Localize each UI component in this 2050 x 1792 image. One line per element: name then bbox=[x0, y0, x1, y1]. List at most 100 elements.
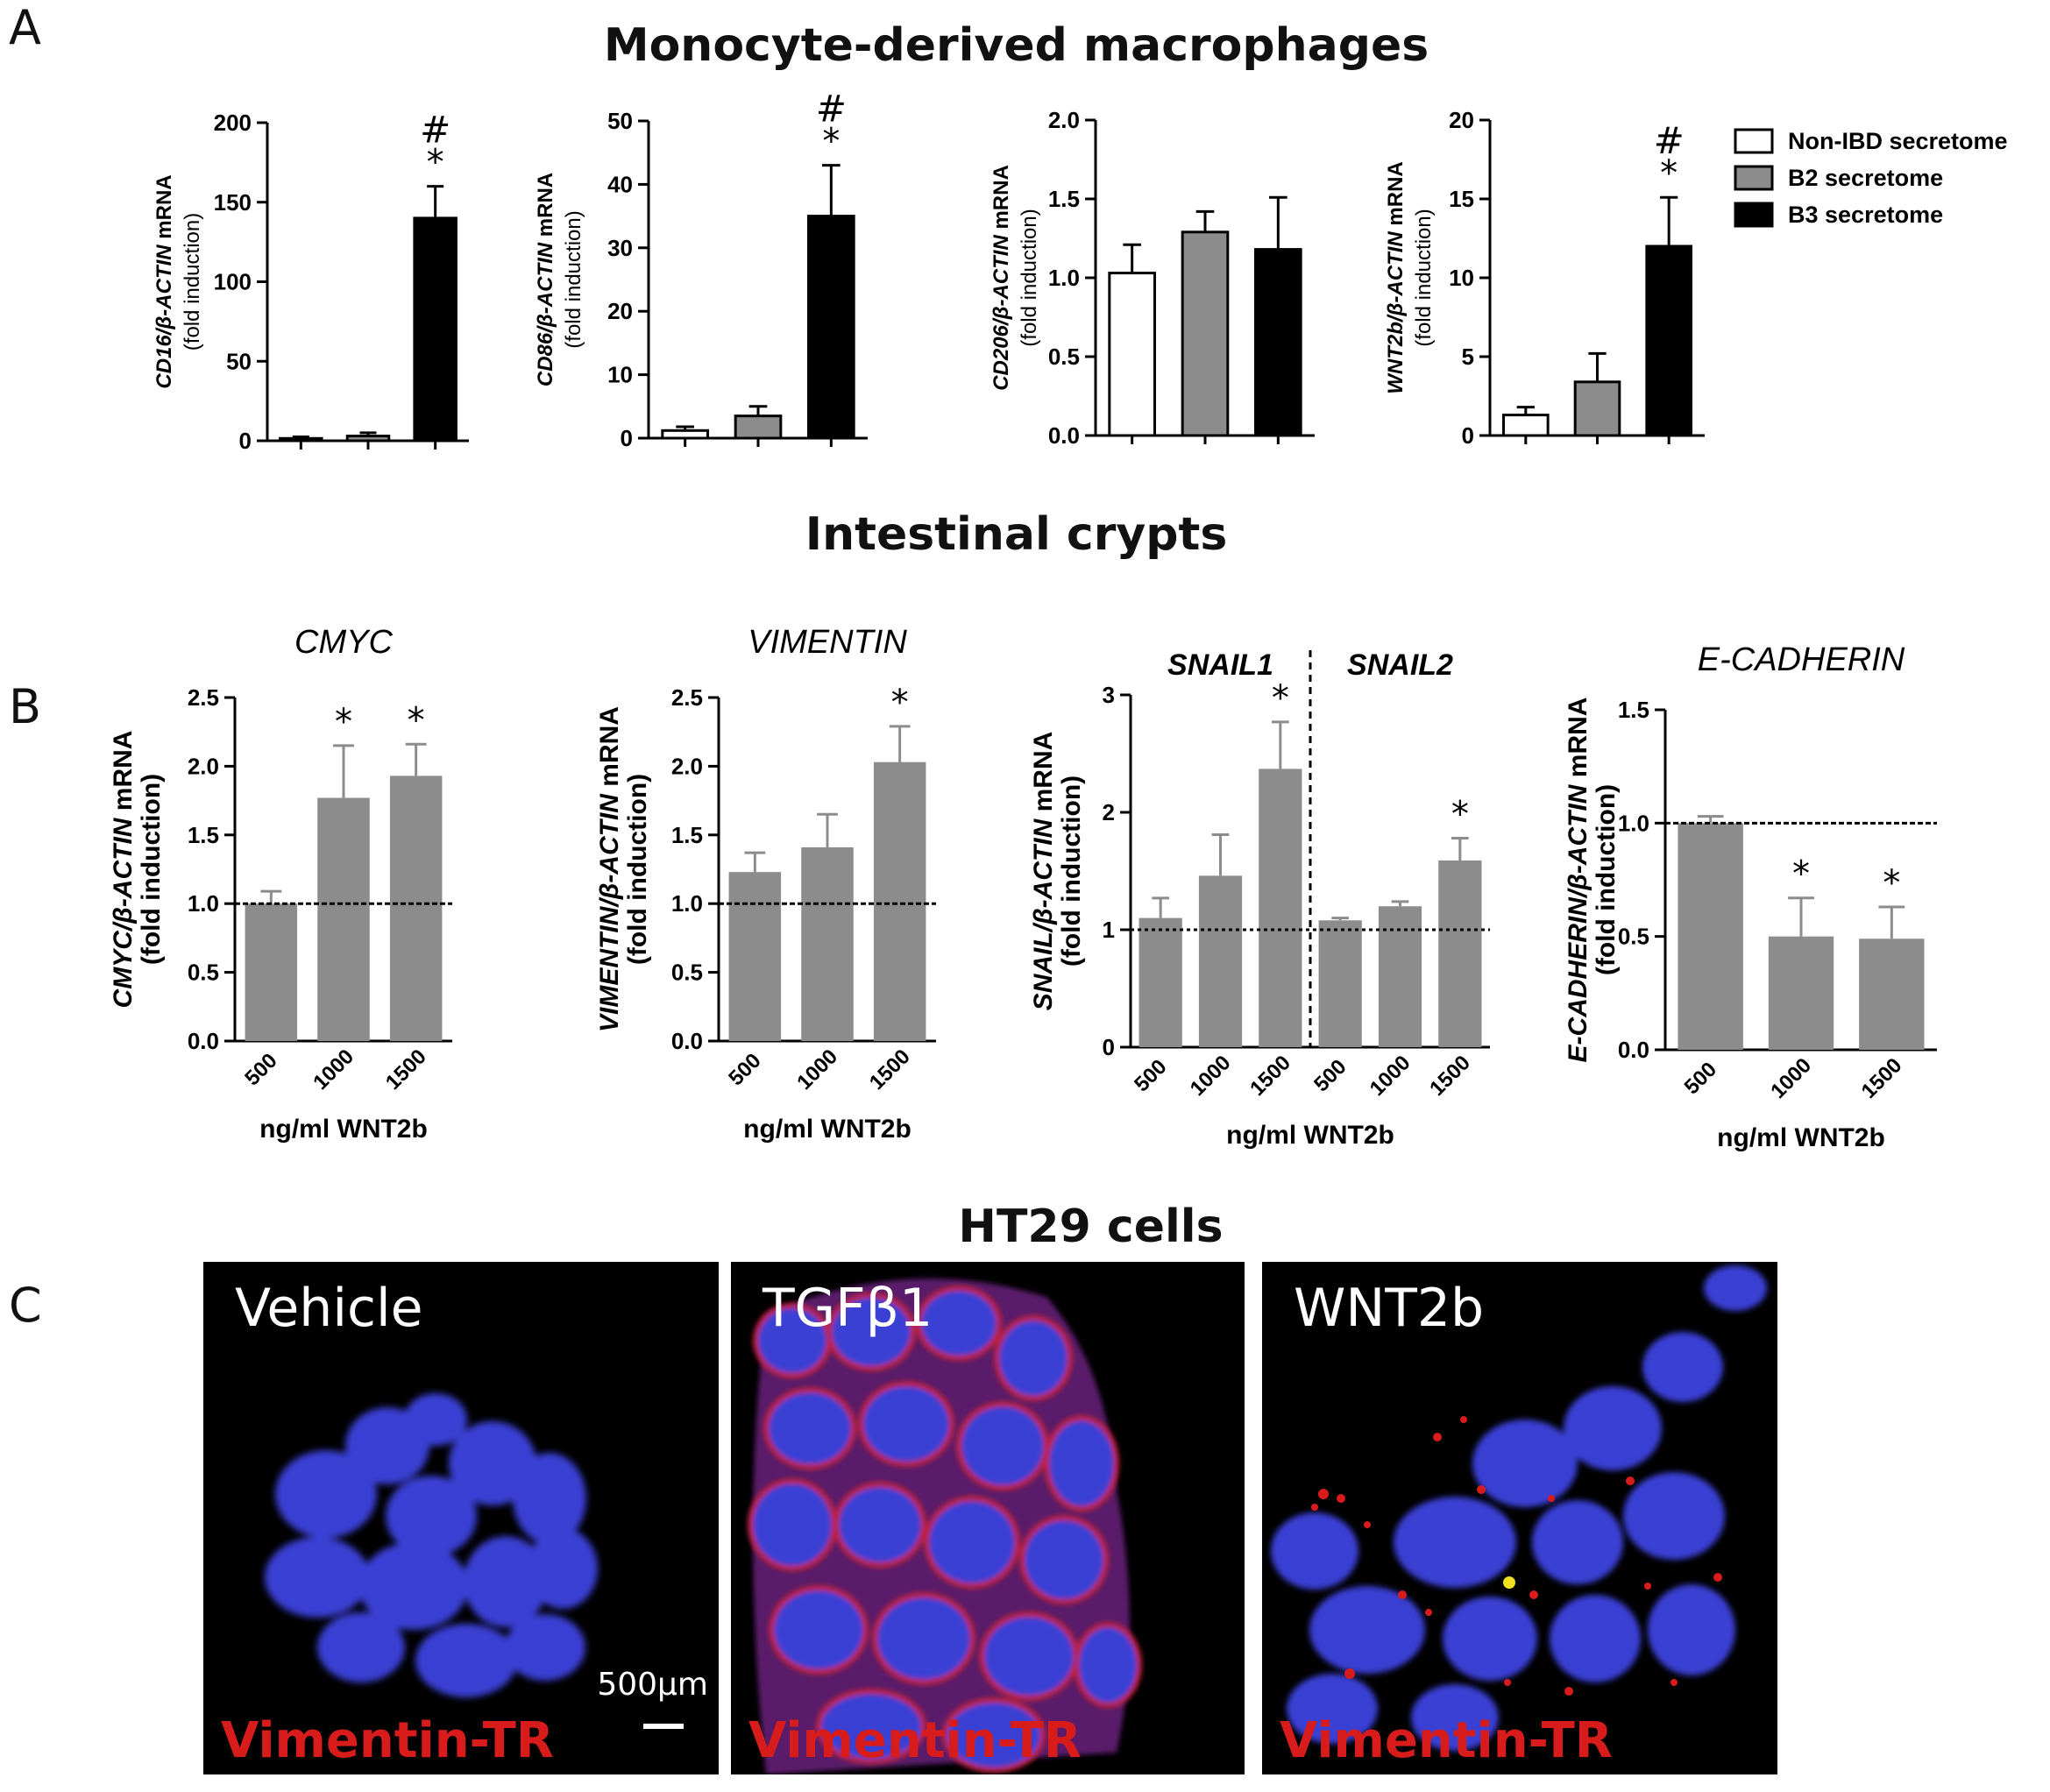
y-tick-label: 1.0 bbox=[188, 890, 219, 917]
chart-wnt2b: 0 5 10 15 20 WNT2b/β-ACTIN mRNA(fold inductio… bbox=[1384, 107, 1705, 449]
bar bbox=[1573, 380, 1621, 437]
x-tick-label: 1500 bbox=[865, 1045, 915, 1094]
significance-hash: # bbox=[420, 109, 450, 152]
chart-ecadherin: 0.0 0.5 1.0 1.5 E-CADHERIN/β-ACTIN mRNA(fold… bbox=[1564, 641, 1937, 1152]
y-tick-label: 20 bbox=[607, 298, 633, 324]
y-axis-label-line2: (fold induction) bbox=[137, 774, 166, 965]
y-axis-label-unit: mRNA bbox=[1384, 161, 1408, 231]
chart-title: E-CADHERIN bbox=[1698, 641, 1905, 678]
y-axis-label-gene: WNT2b/β-ACTIN bbox=[1384, 231, 1408, 394]
y-axis-label-line2: (fold induction) bbox=[1412, 209, 1436, 346]
x-tick-label: 500 bbox=[1309, 1055, 1351, 1096]
y-tick-label: 0 bbox=[239, 428, 252, 454]
x-tick-label: 500 bbox=[724, 1049, 765, 1090]
stain-label-wnt2b: Vimentin-TR bbox=[1280, 1712, 1613, 1769]
micrograph-title-wnt2b: WNT2b bbox=[1294, 1278, 1485, 1339]
bar bbox=[1108, 272, 1157, 437]
y-axis-label: CD206/β-ACTIN mRNA bbox=[990, 165, 1013, 391]
y-axis-label-unit: mRNA bbox=[1029, 732, 1058, 819]
y-axis-label: CD86/β-ACTIN mRNA bbox=[534, 173, 557, 386]
bar bbox=[873, 761, 926, 1041]
y-tick-label: 0.5 bbox=[188, 960, 219, 986]
y-tick-label: 1.5 bbox=[1618, 697, 1649, 723]
y-axis-label: VIMENTIN/β-ACTIN mRNA bbox=[595, 706, 624, 1032]
chart-title: CMYC bbox=[294, 624, 393, 661]
x-tick-label: 1500 bbox=[1425, 1051, 1475, 1101]
y-tick-label: 200 bbox=[214, 110, 252, 136]
chart-cmyc: 0.0 0.5 1.0 1.5 2.0 2.5 CMYC/β-ACTIN mRNA (fold… bbox=[109, 624, 452, 1144]
significance-star: * bbox=[1883, 863, 1900, 903]
y-axis-label-gene: CD206/β-ACTIN bbox=[990, 235, 1013, 391]
y-tick-label: 20 bbox=[1449, 107, 1474, 133]
y-tick-label: 1.5 bbox=[671, 822, 703, 848]
bar bbox=[345, 435, 391, 443]
significance-star: * bbox=[822, 122, 840, 162]
x-tick-label: 500 bbox=[1680, 1058, 1721, 1099]
significance-star: * bbox=[408, 700, 425, 740]
legend-swatch bbox=[1734, 202, 1774, 228]
bar bbox=[1645, 244, 1692, 437]
bar bbox=[734, 414, 783, 440]
y-axis-label-unit: mRNA bbox=[1564, 698, 1592, 785]
bar bbox=[801, 846, 854, 1041]
y-axis-label-line2: (fold induction) bbox=[623, 774, 652, 965]
y-tick-label: 3 bbox=[1103, 682, 1115, 708]
y-tick-label: 50 bbox=[607, 108, 633, 134]
y-tick-label: 0 bbox=[621, 425, 633, 451]
micrograph-tgfb1: TGFβ1 Vimentin-TR bbox=[731, 1262, 1245, 1774]
bar bbox=[1502, 414, 1550, 437]
y-tick-label: 10 bbox=[1449, 265, 1474, 291]
y-tick-label: 1.0 bbox=[1048, 265, 1080, 291]
significance-hash: # bbox=[816, 88, 847, 131]
x-tick-label: 500 bbox=[1130, 1055, 1171, 1096]
legend-label: B2 secretome bbox=[1788, 165, 1943, 191]
y-tick-label: 100 bbox=[214, 269, 252, 295]
y-tick-label: 0.0 bbox=[1048, 422, 1080, 449]
wnt2b-cells-image bbox=[1271, 1265, 1767, 1751]
significance-star: * bbox=[891, 683, 909, 723]
y-axis-label-gene: VIMENTIN/β-ACTIN bbox=[595, 793, 624, 1032]
y-tick-label: 2.5 bbox=[188, 684, 219, 711]
x-tick-label: 1000 bbox=[1365, 1051, 1415, 1101]
bar bbox=[1378, 906, 1422, 1047]
y-axis-label: E-CADHERIN/β-ACTIN mRNA bbox=[1564, 698, 1592, 1063]
bar bbox=[1259, 769, 1302, 1047]
y-tick-label: 1.0 bbox=[1618, 810, 1649, 836]
x-tick-label: 1000 bbox=[792, 1045, 842, 1094]
section-title-crypts: Intestinal crypts bbox=[805, 508, 1228, 561]
y-axis-label-line2: (fold induction) bbox=[562, 210, 585, 348]
significance-star: * bbox=[1792, 854, 1810, 895]
y-axis-label-gene: SNAIL/β-ACTIN bbox=[1029, 818, 1058, 1010]
y-tick-label: 0.0 bbox=[671, 1028, 703, 1054]
legend-swatch bbox=[1734, 165, 1774, 191]
section-title-ht29: HT29 cells bbox=[958, 1201, 1224, 1253]
y-tick-label: 2 bbox=[1103, 799, 1115, 825]
y-axis-label: WNT2b/β-ACTIN mRNA bbox=[1384, 161, 1408, 394]
significance-star: * bbox=[335, 702, 352, 742]
bar bbox=[1254, 248, 1302, 437]
y-tick-label: 2.5 bbox=[671, 684, 703, 711]
y-axis-label-unit: mRNA bbox=[595, 706, 624, 794]
y-tick-label: 0.5 bbox=[1618, 924, 1649, 950]
y-tick-label: 1.5 bbox=[1048, 186, 1080, 212]
y-tick-label: 2.0 bbox=[671, 753, 703, 779]
chart-cd86: 0 10 20 30 40 50 CD86/β-ACTIN mRNA(fold induct… bbox=[534, 88, 868, 451]
y-axis-label-unit: mRNA bbox=[109, 731, 138, 818]
vehicle-cells-image bbox=[265, 1393, 598, 1697]
significance-star: * bbox=[1451, 794, 1469, 834]
x-tick-label: 1000 bbox=[1186, 1051, 1236, 1101]
y-axis-label-unit: mRNA bbox=[534, 173, 557, 243]
bar bbox=[1438, 860, 1482, 1047]
y-tick-label: 30 bbox=[607, 235, 633, 261]
legend-label: Non-IBD secretome bbox=[1788, 128, 2008, 154]
group-title: SNAIL2 bbox=[1347, 648, 1453, 682]
chart-cd16: 0 50 100 150 200 CD16/β-ACTIN mRNA(fold induc… bbox=[153, 109, 469, 454]
bar bbox=[1768, 936, 1834, 1050]
micrograph-wnt2b: WNT2b Vimentin-TR bbox=[1262, 1262, 1777, 1774]
micrograph-vehicle: Vehicle Vimentin-TR 500µm bbox=[203, 1262, 719, 1774]
y-axis-label-gene: E-CADHERIN/β-ACTIN bbox=[1564, 783, 1592, 1062]
bar bbox=[1859, 938, 1925, 1050]
bar bbox=[1678, 823, 1743, 1050]
tgfb1-cells-image bbox=[748, 1278, 1142, 1774]
